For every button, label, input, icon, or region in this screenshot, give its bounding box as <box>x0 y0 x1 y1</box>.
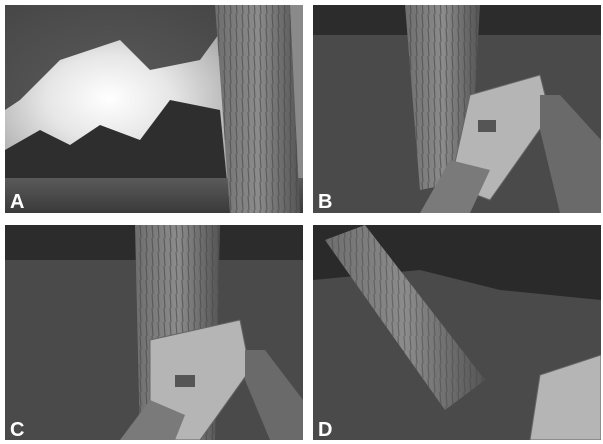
panel-label: C <box>10 419 24 441</box>
panel-c: C <box>5 225 303 441</box>
panel-label: B <box>318 191 332 213</box>
panel-label: A <box>10 191 24 213</box>
panel-a: A <box>5 5 303 213</box>
panel-d: D <box>313 225 601 441</box>
panel-label: D <box>318 419 332 441</box>
panel-b: B <box>313 5 601 213</box>
